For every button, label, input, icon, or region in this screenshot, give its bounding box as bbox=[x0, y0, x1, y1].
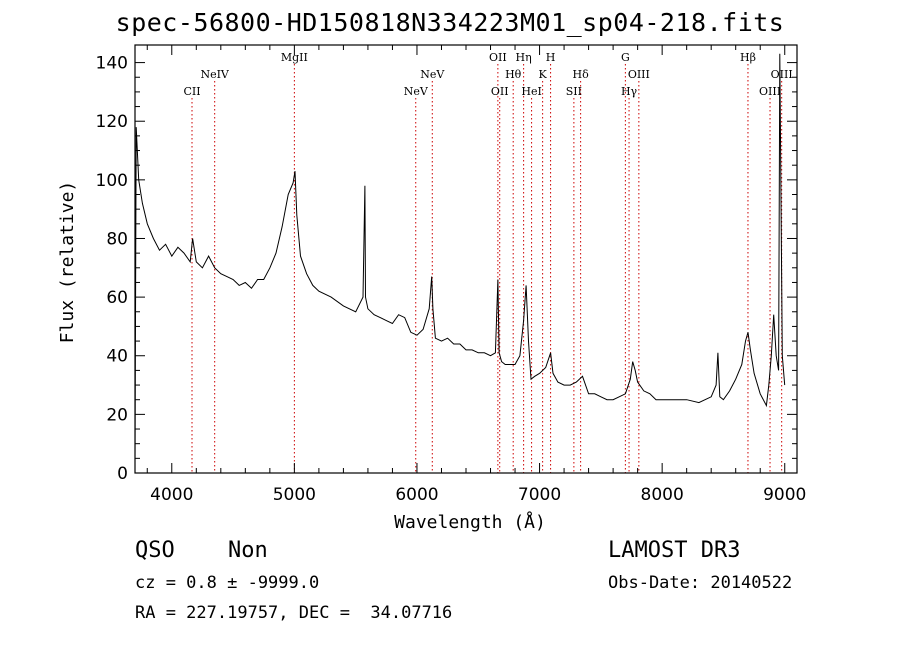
y-tick-label: 20 bbox=[106, 405, 128, 425]
emission-line-label: OII bbox=[491, 85, 509, 98]
emission-line-label: Hδ bbox=[573, 68, 590, 81]
survey-label: LAMOST DR3 bbox=[608, 538, 741, 563]
obs-date-label: Obs-Date: 20140522 bbox=[608, 573, 793, 593]
x-tick-label: 8000 bbox=[641, 485, 684, 505]
y-tick-label: 80 bbox=[106, 229, 128, 249]
emission-line-label: OIII bbox=[771, 68, 793, 81]
y-tick-label: 140 bbox=[96, 54, 128, 74]
emission-line-label: H bbox=[546, 51, 556, 64]
x-tick-label: 7000 bbox=[518, 485, 561, 505]
class-label: QSO bbox=[135, 538, 175, 563]
emission-line-label: OII bbox=[489, 51, 507, 64]
x-axis-ticks: 4000 5000 6000 7000 8000 9000 bbox=[146, 45, 806, 505]
spectrum-line bbox=[134, 53, 786, 459]
x-tick-label: 4000 bbox=[150, 485, 193, 505]
x-axis-label: Wavelength (Å) bbox=[394, 511, 546, 533]
emission-line-markers bbox=[191, 64, 783, 473]
emission-line-label: Hθ bbox=[505, 68, 522, 81]
y-axis-ticks: 0 20 40 60 80 100 120 140 bbox=[96, 54, 797, 484]
y-tick-label: 120 bbox=[96, 112, 128, 132]
emission-line-label: Hβ bbox=[740, 51, 756, 64]
emission-line-label: G bbox=[621, 51, 630, 64]
emission-line-label: NeIV bbox=[200, 68, 229, 81]
emission-line-label: NeV bbox=[404, 85, 429, 98]
emission-line-label: SII bbox=[566, 85, 582, 98]
emission-line-label: Hγ bbox=[621, 85, 638, 98]
emission-line-label: NeV bbox=[420, 68, 445, 81]
subclass-label: Non bbox=[228, 538, 268, 563]
x-tick-label: 9000 bbox=[763, 485, 806, 505]
emission-line-label: Hη bbox=[516, 51, 532, 64]
y-axis-label: Flux (relative) bbox=[57, 181, 78, 344]
x-tick-label: 6000 bbox=[395, 485, 438, 505]
y-tick-label: 100 bbox=[96, 171, 128, 191]
cz-label: cz = 0.8 ± -9999.0 bbox=[135, 573, 320, 593]
y-tick-label: 40 bbox=[106, 347, 128, 367]
emission-line-label: K bbox=[539, 68, 548, 81]
y-tick-label: 0 bbox=[117, 464, 128, 484]
emission-line-label: OIII bbox=[628, 68, 650, 81]
plot-frame bbox=[134, 44, 798, 474]
emission-line-label: HeI bbox=[521, 85, 541, 98]
coords-label: RA = 227.19757, DEC = 34.07716 bbox=[135, 603, 453, 623]
chart-title: spec-56800-HD150818N334223M01_sp04-218.f… bbox=[115, 8, 785, 37]
emission-line-label: OIII bbox=[759, 85, 781, 98]
emission-line-label: MgII bbox=[281, 51, 308, 64]
x-tick-label: 5000 bbox=[273, 485, 316, 505]
y-tick-label: 60 bbox=[106, 288, 128, 308]
emission-line-label: CII bbox=[183, 85, 200, 98]
